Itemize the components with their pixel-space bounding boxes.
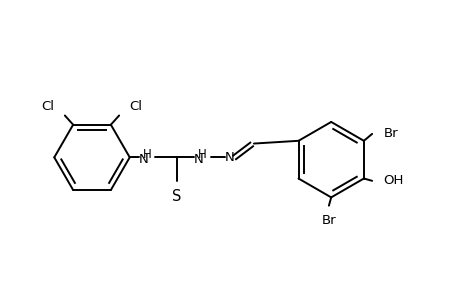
Text: N: N — [224, 151, 235, 164]
Text: Cl: Cl — [129, 100, 142, 113]
Text: H: H — [142, 148, 151, 161]
Text: H: H — [197, 148, 207, 161]
Text: Cl: Cl — [42, 100, 55, 113]
Text: OH: OH — [383, 174, 403, 187]
Text: S: S — [172, 189, 181, 204]
Text: Br: Br — [383, 128, 397, 140]
Text: N: N — [138, 153, 148, 166]
Text: N: N — [193, 153, 203, 166]
Text: Br: Br — [321, 214, 336, 227]
